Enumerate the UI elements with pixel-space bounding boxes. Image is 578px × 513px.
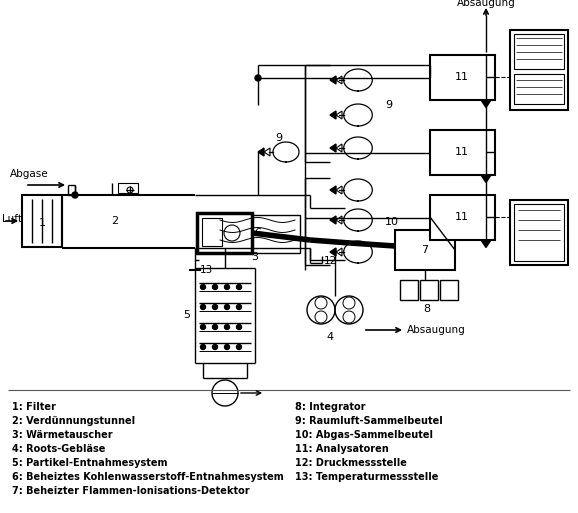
Bar <box>514 74 564 104</box>
Circle shape <box>201 285 206 289</box>
Bar <box>197 213 252 253</box>
Text: 5: Partikel-Entnahmesystem: 5: Partikel-Entnahmesystem <box>12 458 168 468</box>
Text: 11: 11 <box>455 72 469 82</box>
Bar <box>395 230 455 270</box>
Text: Absaugung: Absaugung <box>407 325 466 335</box>
Text: 4: 4 <box>327 332 334 342</box>
Text: 8: 8 <box>424 304 431 314</box>
Text: 7: 7 <box>421 245 428 255</box>
Polygon shape <box>330 144 336 152</box>
Text: 1: Filter: 1: Filter <box>12 402 56 412</box>
Circle shape <box>213 325 217 329</box>
Circle shape <box>224 345 229 349</box>
Polygon shape <box>336 248 342 256</box>
Text: 11: 11 <box>455 212 469 222</box>
Text: 13: 13 <box>200 265 213 275</box>
Circle shape <box>236 285 242 289</box>
Circle shape <box>255 75 261 81</box>
Text: 4: Roots-Gebläse: 4: Roots-Gebläse <box>12 444 105 454</box>
Text: Luft: Luft <box>2 214 22 224</box>
Text: 5: 5 <box>183 310 190 320</box>
Bar <box>202 218 222 246</box>
Bar <box>430 195 495 240</box>
Circle shape <box>236 305 242 309</box>
Text: 2: 2 <box>112 216 118 226</box>
Text: 9: 9 <box>385 100 392 110</box>
Text: 7: Beheizter Flammen-Ionisations-Detektor: 7: Beheizter Flammen-Ionisations-Detekto… <box>12 486 250 496</box>
Circle shape <box>213 285 217 289</box>
Circle shape <box>224 325 229 329</box>
Text: 6: Beheiztes Kohlenwasserstoff-Entnahmesystem: 6: Beheiztes Kohlenwasserstoff-Entnahmes… <box>12 472 284 482</box>
Polygon shape <box>330 248 336 256</box>
Text: 12: 12 <box>324 256 337 266</box>
Bar <box>440 280 458 300</box>
Polygon shape <box>336 111 342 119</box>
Polygon shape <box>264 148 270 156</box>
Polygon shape <box>330 111 336 119</box>
Circle shape <box>224 285 229 289</box>
Bar <box>430 130 495 175</box>
Text: 9: Raumluft-Sammelbeutel: 9: Raumluft-Sammelbeutel <box>295 416 443 426</box>
Bar <box>510 30 568 110</box>
Text: 6: 6 <box>254 228 261 238</box>
Text: 12: Druckmessstelle: 12: Druckmessstelle <box>295 458 407 468</box>
Bar <box>420 280 438 300</box>
Bar <box>430 55 495 100</box>
Circle shape <box>201 325 206 329</box>
Circle shape <box>236 345 242 349</box>
Text: 2: Verdünnungstunnel: 2: Verdünnungstunnel <box>12 416 135 426</box>
Polygon shape <box>336 186 342 194</box>
Bar <box>118 183 138 193</box>
Bar <box>514 204 564 261</box>
Circle shape <box>236 325 242 329</box>
Polygon shape <box>330 216 336 224</box>
Bar <box>22 195 62 247</box>
Text: Absaugung: Absaugung <box>457 0 516 8</box>
Text: 10: Abgas-Sammelbeutel: 10: Abgas-Sammelbeutel <box>295 430 433 440</box>
Text: 11: 11 <box>455 147 469 157</box>
Text: 11: Analysatoren: 11: Analysatoren <box>295 444 389 454</box>
Bar <box>510 200 568 265</box>
Text: 1: 1 <box>39 218 46 228</box>
Bar <box>215 215 300 253</box>
Polygon shape <box>336 216 342 224</box>
Polygon shape <box>336 144 342 152</box>
Polygon shape <box>481 175 491 183</box>
Text: 3: 3 <box>251 252 258 262</box>
Circle shape <box>201 345 206 349</box>
Text: 8: Integrator: 8: Integrator <box>295 402 365 412</box>
Polygon shape <box>258 148 264 156</box>
Text: Abgase: Abgase <box>10 169 49 179</box>
Bar <box>400 280 418 300</box>
Bar <box>514 34 564 69</box>
Circle shape <box>201 305 206 309</box>
Circle shape <box>213 345 217 349</box>
Circle shape <box>72 192 78 198</box>
Text: 3: Wärmetauscher: 3: Wärmetauscher <box>12 430 113 440</box>
Circle shape <box>213 305 217 309</box>
Polygon shape <box>481 100 491 108</box>
Polygon shape <box>336 76 342 84</box>
Polygon shape <box>330 76 336 84</box>
Circle shape <box>224 305 229 309</box>
Polygon shape <box>330 186 336 194</box>
Text: 9: 9 <box>275 133 282 143</box>
Polygon shape <box>481 240 491 247</box>
Text: 13: Temperaturmessstelle: 13: Temperaturmessstelle <box>295 472 438 482</box>
Text: 10: 10 <box>385 217 399 227</box>
